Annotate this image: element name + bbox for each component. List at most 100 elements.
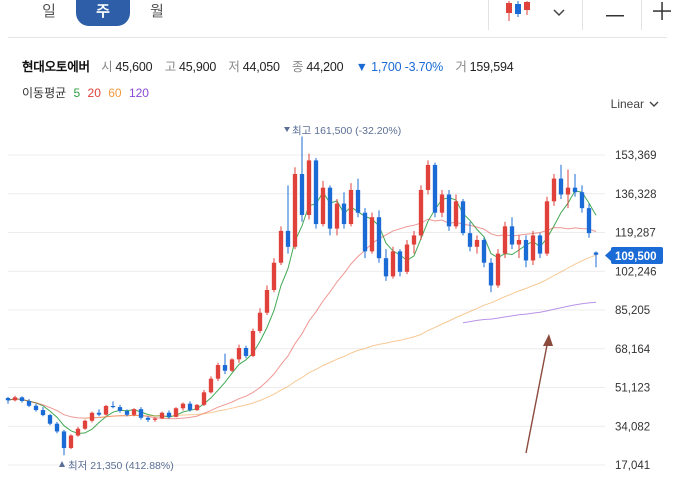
candle-body [285,230,291,247]
candle-body [250,330,256,356]
candle-body [432,164,438,213]
candle-body [180,403,186,409]
chart-type-button[interactable] [500,0,536,26]
toolbar-divider [582,0,583,30]
current-price-tag: 109,500 [615,251,657,263]
tab-daily[interactable]: 일 [42,3,56,20]
candle-body [292,174,298,247]
price-tag-box [611,247,663,264]
candle-body [54,423,60,432]
change-arrow-icon: ▼ [355,60,368,74]
candle-body [418,189,424,236]
candle-body [460,201,466,234]
candle-body [425,164,431,190]
candle-body [229,359,235,371]
candle-body [243,347,249,356]
price-summary: 현대오토에버 시 45,600 고 45,900 저 44,050 종 44,200 ▼… [22,56,522,75]
candle-body [26,400,32,406]
scale-mode-dropdown[interactable]: Linear [611,97,659,111]
close-value: 44,200 [306,60,344,74]
ma-5-label: 5 [73,86,81,100]
volume-value: 159,594 [469,60,514,74]
candle-body [5,398,11,401]
y-tick-label: 85,205 [615,305,650,317]
add-chart-button[interactable] [648,0,675,26]
candle-body [103,405,109,415]
price-tag: 109,500 [605,247,663,264]
candle-body [467,233,473,247]
low-label: 저 [228,60,240,74]
min-price-annotation: 최저 21,350 (412.88%) [68,460,174,472]
change-value: 1,700 [371,60,402,74]
candle-body [124,410,130,415]
candle-body [544,201,550,254]
candle-body [96,412,102,415]
candle-body [446,194,452,227]
ma-20-line [7,218,597,420]
candle-body [390,251,396,277]
price-tag-pointer [605,250,611,261]
candle-body [159,412,165,419]
chart-toolbar: 일 주 월 [0,0,675,32]
candle-body [201,392,207,405]
y-tick-label: 68,164 [615,344,651,356]
max-marker-icon [284,127,290,132]
close-label: 종 [292,60,304,74]
candle-body [376,217,382,259]
ma-60-line [84,254,597,419]
candle-body [495,253,501,286]
stock-name: 현대오토에버 [22,60,90,74]
minus-icon [606,4,624,22]
candle-body [117,407,123,411]
candle-body [362,212,368,252]
high-label: 고 [164,60,177,74]
ma-120-line [462,301,597,324]
ma-20-label: 20 [87,86,101,100]
candlestick-chart[interactable]: 153,369 136,328 119,287 102,246 85,205 68,164… [0,110,675,480]
chart-type-dropdown[interactable] [546,0,572,26]
candle-body [488,262,494,286]
y-tick-label: 102,246 [615,266,657,278]
candle-body [47,415,53,424]
ma-120-label: 120 [128,86,149,100]
candle-body [264,290,270,313]
moving-average-legend[interactable]: 이동평균 5 20 60 120 [22,84,153,101]
candle-body [138,409,144,418]
candle-body [152,418,158,420]
scale-mode-label: Linear [610,97,644,111]
max-price-annotation: 최고 161,500 (-32.20%) [292,125,401,137]
candle-body [565,187,571,195]
candle-body [334,203,340,229]
y-tick-label: 34,082 [615,421,650,433]
candle-body [313,160,319,225]
candle-body [586,208,592,234]
candle-body [439,194,445,213]
candle-body [278,230,284,263]
y-tick-label: 119,287 [615,228,656,240]
candle-body [166,412,172,417]
candle-body [474,239,480,247]
header-divider [8,37,667,38]
y-tick-label: 51,123 [615,383,650,395]
candle-body [222,365,228,371]
candle-body [257,312,263,331]
open-value: 45,600 [115,60,153,74]
candle-body [236,347,242,360]
minimize-button[interactable] [598,0,632,26]
tab-monthly[interactable]: 월 [150,3,164,20]
candle-body [537,235,543,254]
plus-icon [652,1,671,25]
ma-60-label: 60 [108,86,122,100]
candle-body [341,203,347,225]
candle-body [327,187,333,229]
annotation-arrow-icon [543,334,553,346]
candle-body [40,410,46,416]
candle-body [61,431,67,449]
candle-body [551,178,557,202]
candle-body [572,187,578,193]
low-value: 44,050 [242,60,280,74]
tab-weekly[interactable]: 주 [76,0,130,26]
candle-body [33,405,39,411]
candlestick-icon [505,0,531,26]
annotation-arrow-line [525,339,549,454]
